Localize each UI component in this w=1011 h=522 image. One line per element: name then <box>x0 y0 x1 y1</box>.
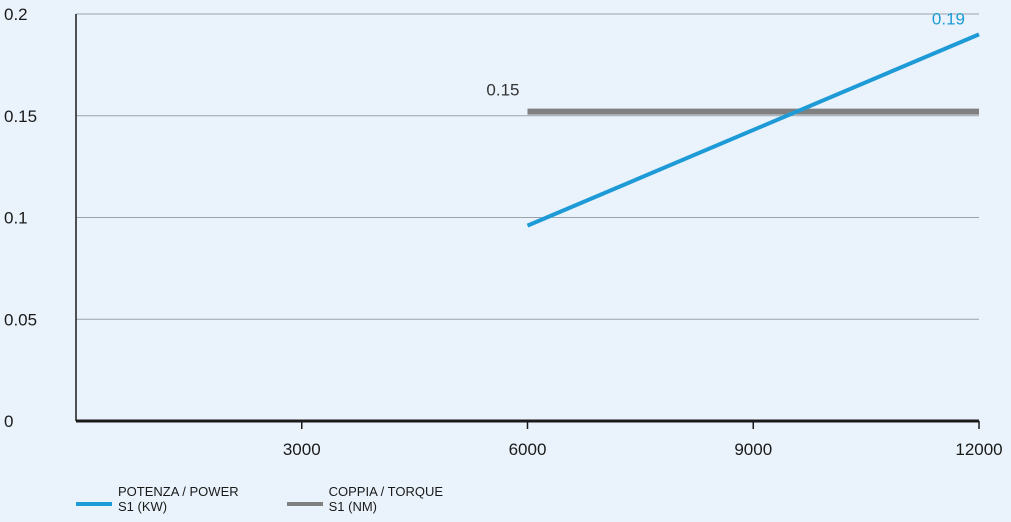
x-tick-label-3: 12000 <box>955 440 1002 459</box>
legend: POTENZA / POWER S1 (KW) COPPIA / TORQUE … <box>76 484 443 514</box>
legend-swatch-power <box>76 502 112 506</box>
legend-swatch-torque <box>286 502 323 506</box>
data-label-power-end: 0.19 <box>932 9 965 28</box>
y-tick-label-3: 0.15 <box>4 107 37 126</box>
legend-label-power: POTENZA / POWER S1 (KW) <box>118 484 239 514</box>
legend-item-torque: COPPIA / TORQUE S1 (NM) <box>286 484 444 514</box>
y-tick-label-4: 0.2 <box>4 5 28 24</box>
x-tick-label-1: 6000 <box>509 440 547 459</box>
legend-item-power: POTENZA / POWER S1 (KW) <box>76 484 239 514</box>
legend-label-torque: COPPIA / TORQUE S1 (NM) <box>328 484 444 514</box>
x-tick-label-0: 3000 <box>283 440 321 459</box>
x-tick-label-2: 9000 <box>734 440 772 459</box>
data-label-torque-start: 0.15 <box>486 81 519 100</box>
y-tick-label-0: 0 <box>4 412 13 431</box>
y-tick-label-1: 0.05 <box>4 310 37 329</box>
series-line-power <box>526 32 980 228</box>
y-tick-label-2: 0.1 <box>4 209 28 228</box>
